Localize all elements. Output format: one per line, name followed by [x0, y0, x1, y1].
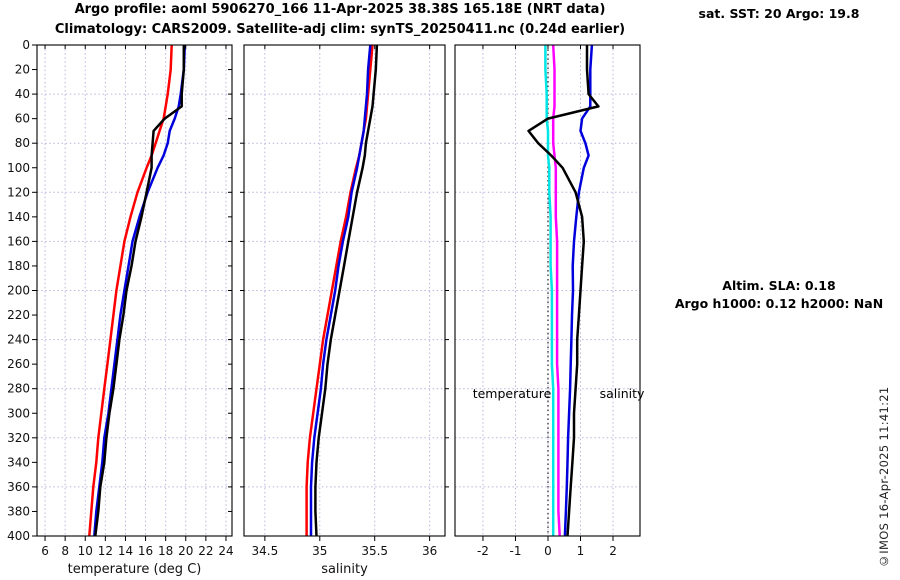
x-tick-label: 22	[198, 544, 213, 558]
x-axis-label: salinity	[321, 562, 368, 577]
x-tick-label: 14	[118, 544, 133, 558]
depth-tick-label: 180	[7, 259, 30, 273]
x-tick-label: 20	[178, 544, 193, 558]
profile-line-argo	[94, 45, 186, 536]
x-tick-label: 35	[312, 544, 327, 558]
profile-line-satellite-adj-clim	[93, 45, 187, 536]
profile-line-climatology	[88, 45, 173, 536]
diff-temperature-legend: temperature	[458, 384, 566, 403]
depth-tick-label: 300	[7, 406, 30, 420]
x-tick-label: -2	[477, 544, 489, 558]
figure-title-line1: Argo profile: aoml 5906270_166 11-Apr-20…	[74, 2, 606, 17]
profile-line-satellite-adj-clim	[309, 45, 372, 536]
diff-salinity-legend-header: salinity	[599, 386, 645, 401]
profile-line-argo-t	[527, 45, 600, 536]
x-tick-label: 34.5	[252, 544, 279, 558]
profile-line-satellite-s	[544, 45, 555, 536]
x-tick-label: 12	[98, 544, 113, 558]
sst-map-title: sat. SST: 20 Argo: 19.8	[698, 6, 860, 21]
imos-watermark: ©IMOS 16-Apr-2025 11:41:21	[877, 386, 891, 568]
difference-profile-panel: -2 -1 0 1 2	[454, 44, 641, 558]
sla-map-title-line2: Argo h1000: 0.12 h2000: NaN	[674, 296, 884, 311]
depth-tick-label: 240	[7, 333, 30, 347]
depth-tick-label: 40	[15, 87, 30, 101]
depth-tick-label: 380	[7, 504, 30, 518]
x-tick-label: 0	[544, 544, 552, 558]
x-tick-label: 8	[61, 544, 69, 558]
depth-tick-label: 200	[7, 284, 30, 298]
x-tick-label: 6	[41, 544, 49, 558]
depth-tick-label: 0	[22, 38, 30, 52]
depth-tick-label: 140	[7, 210, 30, 224]
depth-tick-label: 20	[15, 63, 30, 77]
depth-tick-label: 160	[7, 234, 30, 248]
depth-tick-label: 400	[7, 529, 30, 543]
diff-salinity-legend: salinity	[582, 384, 662, 403]
temperature-profile-panel: 6 8 10 12 14 16 18 20 22 240204060801001201401601…	[7, 38, 234, 577]
depth-tick-label: 360	[7, 480, 30, 494]
x-tick-label: 2	[609, 544, 617, 558]
x-tick-label: 35.5	[361, 544, 388, 558]
sla-map-title-line1: Altim. SLA: 0.18	[722, 278, 836, 293]
x-tick-label: 24	[218, 544, 233, 558]
x-tick-label: 36	[422, 544, 437, 558]
profile-line-argo	[314, 45, 379, 536]
salinity-profile-panel: 34.5 35 35.5 36 salinity	[240, 44, 449, 577]
figure-title-line2: Climatology: CARS2009. Satellite-adj cli…	[54, 22, 626, 37]
depth-tick-label: 260	[7, 357, 30, 371]
diff-temperature-legend-header: temperature	[472, 386, 552, 401]
x-tick-label: 16	[138, 544, 153, 558]
depth-tick-label: 220	[7, 308, 30, 322]
depth-tick-label: 80	[15, 136, 30, 150]
x-tick-label: -1	[509, 544, 521, 558]
x-tick-label: 10	[78, 544, 93, 558]
depth-tick-label: 320	[7, 431, 30, 445]
x-tick-label: 18	[158, 544, 173, 558]
depth-tick-label: 340	[7, 455, 30, 469]
x-axis-label: temperature (deg C)	[68, 562, 202, 577]
profile-line-satellite-t	[563, 45, 594, 536]
depth-tick-label: 100	[7, 161, 30, 175]
depth-tick-label: 280	[7, 382, 30, 396]
x-tick-label: 1	[577, 544, 585, 558]
depth-tick-label: 120	[7, 185, 30, 199]
depth-tick-label: 60	[15, 112, 30, 126]
